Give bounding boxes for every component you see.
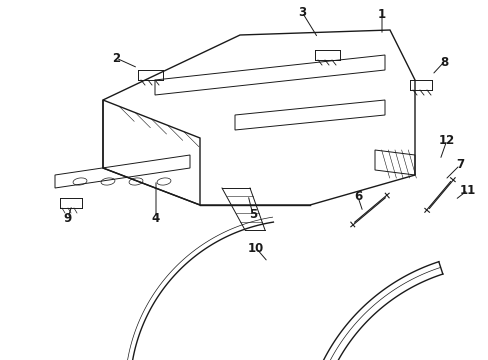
Text: 4: 4 <box>152 211 160 225</box>
Text: 9: 9 <box>64 211 72 225</box>
Text: 2: 2 <box>112 51 120 64</box>
Text: 5: 5 <box>248 208 257 221</box>
Text: 1: 1 <box>377 8 385 21</box>
Text: 6: 6 <box>353 190 362 203</box>
Text: 11: 11 <box>459 184 475 197</box>
Text: 3: 3 <box>297 5 305 18</box>
Text: 7: 7 <box>455 158 463 171</box>
Text: 8: 8 <box>439 55 447 68</box>
Text: 10: 10 <box>247 242 264 255</box>
Text: 12: 12 <box>438 134 454 147</box>
